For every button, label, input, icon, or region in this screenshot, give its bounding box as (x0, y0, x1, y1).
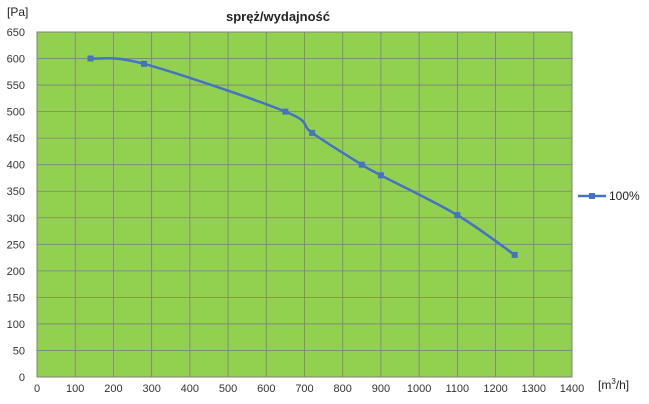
x-axis-label: [m3/h] (598, 377, 629, 392)
legend-marker (589, 193, 595, 199)
data-point-marker (511, 251, 518, 258)
data-point-marker (282, 108, 289, 115)
y-tick-label: 650 (7, 27, 25, 39)
data-point-marker (141, 60, 147, 67)
x-tick-label: 1100 (446, 383, 470, 395)
x-tick-label: 800 (334, 383, 352, 395)
x-tick-label: 200 (104, 383, 122, 395)
x-tick-labels: 0 100 200 300 400 500 600 700 800 900 1000 1100 1200… (34, 383, 584, 395)
y-tick-label: 300 (7, 213, 25, 225)
grid-lines (36, 31, 573, 378)
y-tick-labels: 0 50 100 150 200 250 300 350 400 450 500 550 600 650 (7, 27, 25, 384)
y-tick-label: 350 (7, 186, 25, 198)
y-tick-label: 50 (13, 345, 25, 357)
data-point-marker (454, 212, 461, 219)
legend: 100% (578, 189, 640, 203)
data-point-marker (377, 172, 384, 179)
x-axis-label-base: [m (598, 378, 611, 392)
data-point-marker (358, 161, 365, 168)
data-point-marker (87, 55, 94, 62)
y-tick-label: 450 (7, 133, 25, 145)
y-tick-label: 550 (7, 80, 25, 92)
x-tick-label: 600 (257, 383, 275, 395)
y-tick-label: 100 (7, 319, 25, 331)
x-tick-label: 1300 (522, 383, 546, 395)
chart-title: spręż/wydajność (226, 9, 330, 24)
y-axis-label: [Pa] (7, 5, 28, 19)
y-tick-label: 0 (19, 372, 25, 384)
y-tick-label: 600 (7, 54, 25, 66)
y-tick-label: 150 (7, 292, 25, 304)
x-tick-label: 300 (142, 383, 160, 395)
legend-label: 100% (609, 189, 640, 203)
x-axis-label-tail: /h] (616, 378, 629, 392)
series-group (87, 55, 518, 258)
y-tick-label: 250 (7, 239, 25, 251)
y-tick-label: 200 (7, 266, 25, 278)
x-tick-label: 1400 (560, 383, 584, 395)
x-tick-label: 900 (372, 383, 390, 395)
x-tick-label: 400 (181, 383, 199, 395)
x-tick-label: 1200 (483, 383, 507, 395)
x-axis-label-sup: 3 (611, 377, 616, 386)
series-line (90, 56, 516, 256)
x-tick-label: 700 (295, 383, 313, 395)
x-tick-label: 500 (219, 383, 237, 395)
y-tick-label: 500 (7, 107, 25, 119)
x-tick-label: 100 (66, 383, 84, 395)
y-tick-label: 400 (7, 160, 25, 172)
data-point-marker (309, 129, 316, 136)
x-tick-label: 1000 (407, 383, 431, 395)
x-tick-label: 0 (34, 383, 40, 395)
